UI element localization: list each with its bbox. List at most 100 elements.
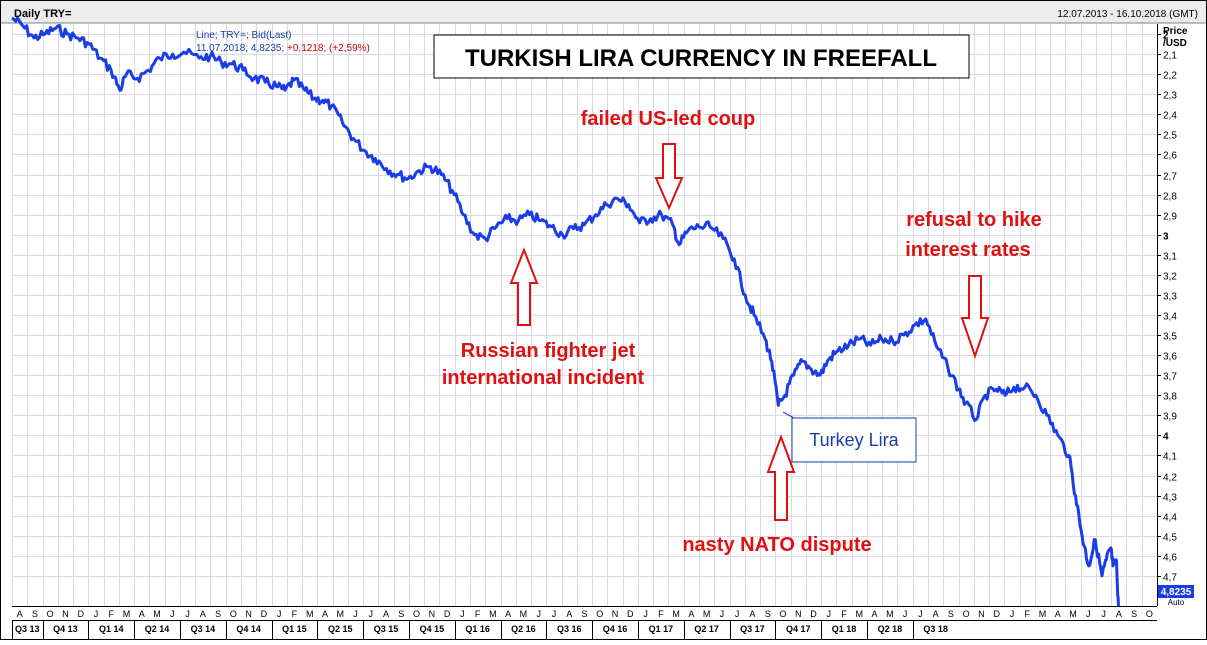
header-date-range: 12.07.2013 - 16.10.2018 (GMT): [1057, 9, 1198, 20]
arrow-down-coup: [654, 143, 684, 211]
info-line-2-prefix: 11.07.2018; 4,8235;: [196, 43, 284, 54]
x-month-label: O: [779, 609, 786, 619]
x-month-label: S: [948, 609, 954, 619]
x-month-label: J: [720, 609, 725, 619]
legend-label: Turkey Lira: [809, 430, 899, 450]
x-month-label: F: [108, 609, 114, 619]
x-month-label: A: [1116, 609, 1122, 619]
y-tick-label: 2,6: [1163, 151, 1177, 162]
x-month-label: S: [398, 609, 404, 619]
x-month-label: S: [215, 609, 221, 619]
y-tick-label: 2,9: [1163, 212, 1177, 223]
x-month-label: J: [353, 609, 358, 619]
x-month-label: D: [261, 609, 268, 619]
x-month-label: J: [1010, 609, 1015, 619]
x-month-label: A: [139, 609, 145, 619]
x-month-label: A: [933, 609, 939, 619]
x-quarter-label: Q3 13: [15, 624, 40, 634]
x-month-label: D: [77, 609, 84, 619]
x-month-label: D: [993, 609, 1000, 619]
x-month-label: J: [918, 609, 923, 619]
x-month-label: O: [596, 609, 603, 619]
x-month-label: J: [170, 609, 175, 619]
x-month-label: J: [277, 609, 282, 619]
x-month-label: N: [62, 609, 69, 619]
header-title: Daily TRY=: [14, 8, 71, 20]
x-month-label: J: [827, 609, 832, 619]
y-tick-label: 2,7: [1163, 172, 1177, 183]
x-month-label: J: [643, 609, 648, 619]
title-box: [433, 34, 970, 79]
annotation-coup: failed US-led coup: [581, 108, 755, 130]
y-tick-label: 4,2: [1163, 473, 1177, 484]
legend-box: [791, 417, 917, 463]
x-quarter-label: Q3 14: [191, 624, 216, 634]
x-month-label: M: [703, 609, 711, 619]
x-month-label: O: [47, 609, 54, 619]
x-quarter-label: Q3 17: [740, 624, 765, 634]
x-month-label: D: [444, 609, 451, 619]
x-month-label: J: [735, 609, 740, 619]
y-tick-label: 4: [1163, 432, 1169, 443]
y-tick-label: 3,3: [1163, 292, 1177, 303]
x-month-label: A: [749, 609, 755, 619]
y-tick-label: 2,2: [1163, 71, 1177, 82]
x-month-label: J: [369, 609, 374, 619]
annotation-arrows: [509, 143, 990, 521]
x-month-label: S: [32, 609, 38, 619]
x-quarter-label: Q1 16: [465, 624, 490, 634]
y-tick-label: 4,7: [1163, 573, 1177, 584]
x-month-label: A: [1055, 609, 1061, 619]
x-month-label: N: [795, 609, 802, 619]
x-month-label: S: [765, 609, 771, 619]
x-month-label: M: [672, 609, 680, 619]
x-month-label: A: [505, 609, 511, 619]
x-quarter-label: Q1 14: [99, 624, 124, 634]
x-month-label: A: [688, 609, 694, 619]
x-month-label: A: [200, 609, 206, 619]
x-quarter-label: Q4 17: [786, 624, 811, 634]
auto-label: Auto: [1168, 598, 1185, 607]
x-month-label: O: [1146, 609, 1153, 619]
x-quarter-label: Q2 14: [145, 624, 170, 634]
arrow-up-russia: [509, 247, 539, 326]
x-month-label: M: [856, 609, 864, 619]
x-quarter-label: Q2 17: [694, 624, 719, 634]
x-quarter-label: Q1 15: [282, 624, 307, 634]
annotation-rates-line-2: interest rates: [905, 239, 1031, 261]
info-line-1: Line; TRY=; Bid(Last): [196, 30, 292, 41]
x-month-label: M: [1069, 609, 1077, 619]
x-month-label: J: [536, 609, 541, 619]
last-value-text: 4,8235: [1161, 587, 1192, 598]
x-month-label: M: [1039, 609, 1047, 619]
legend-leader: [782, 411, 795, 419]
y-tick-label: 4,5: [1163, 533, 1177, 544]
x-month-label: O: [230, 609, 237, 619]
header-bar: [1, 1, 1206, 23]
x-month-label: D: [810, 609, 817, 619]
y-tick-label: 3,7: [1163, 372, 1177, 383]
x-quarter-label: Q3 16: [557, 624, 582, 634]
x-month-label: M: [153, 609, 161, 619]
x-month-label: M: [520, 609, 528, 619]
y-tick-label: 3: [1163, 232, 1169, 243]
price-unit-label: /USD: [1163, 38, 1187, 49]
x-month-label: F: [658, 609, 664, 619]
x-month-label: S: [581, 609, 587, 619]
arrow-up-nato: [766, 434, 796, 521]
x-month-label: M: [489, 609, 497, 619]
x-month-label: O: [963, 609, 970, 619]
y-tick-label: 3,2: [1163, 272, 1177, 283]
y-tick-label: 2,1: [1163, 51, 1177, 62]
x-month-label: M: [886, 609, 894, 619]
y-tick-label: 2,3: [1163, 91, 1177, 102]
y-tick-label: 3,9: [1163, 412, 1177, 423]
x-month-label: A: [872, 609, 878, 619]
x-quarter-label: Q4 15: [420, 624, 445, 634]
x-quarter-label: Q3 15: [374, 624, 399, 634]
x-month-label: M: [336, 609, 344, 619]
x-month-label: J: [903, 609, 908, 619]
